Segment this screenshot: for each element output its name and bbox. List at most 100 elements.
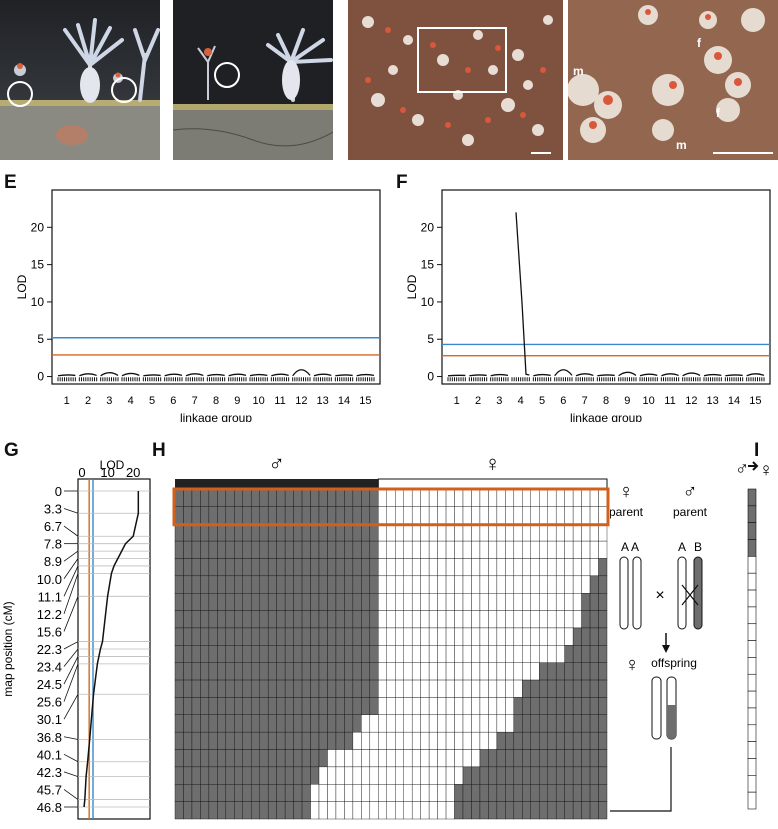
genotype-cell xyxy=(445,697,455,715)
x-axis-label: linkage group xyxy=(570,411,642,422)
genotype-cell xyxy=(310,731,320,750)
genotype-cell xyxy=(200,506,210,524)
genotype-cell xyxy=(411,697,421,715)
map-position-label: 42.3 xyxy=(37,765,62,780)
genotype-cell xyxy=(454,627,464,646)
genotype-cell xyxy=(276,540,286,559)
genotype-cell xyxy=(411,523,421,542)
genotype-cell xyxy=(174,784,184,802)
genotype-cell xyxy=(217,766,227,785)
marker-rug xyxy=(228,377,247,382)
genotype-cell xyxy=(200,523,210,542)
genotype-cell xyxy=(251,801,260,820)
genotype-cell xyxy=(284,540,294,559)
genotype-cell xyxy=(208,697,218,715)
genotype-cell xyxy=(513,540,523,559)
genotype-cell xyxy=(598,488,608,507)
genotype-cell xyxy=(454,593,464,611)
female-header-symbol: ♀ xyxy=(484,455,501,476)
genotype-cell xyxy=(471,662,481,681)
genotype-cell xyxy=(318,506,328,524)
genotype-cell xyxy=(378,575,387,594)
map-position-label: 8.9 xyxy=(44,554,62,569)
genotype-cell xyxy=(259,610,269,629)
genotype-cell xyxy=(428,523,438,542)
marker-rug xyxy=(746,377,765,382)
genotype-cell xyxy=(284,731,294,750)
genotype-cell xyxy=(344,506,354,524)
genotype-cell xyxy=(437,506,447,524)
panel-letter-f: F xyxy=(396,172,408,193)
genotype-cell xyxy=(293,731,303,750)
genotype-cell xyxy=(208,575,218,594)
genotype-cell xyxy=(445,645,455,663)
genotype-cell xyxy=(530,558,540,577)
mosaic-cell xyxy=(747,522,757,540)
genotype-cell xyxy=(420,714,430,733)
genotype-cell xyxy=(208,801,218,820)
mosaic-cell xyxy=(747,690,757,709)
genotype-cell xyxy=(225,749,235,768)
lod-curve xyxy=(164,373,183,377)
genotype-cell xyxy=(310,662,320,681)
map-position-label: 15.6 xyxy=(37,624,62,639)
genotype-cell xyxy=(462,506,472,524)
genotype-cell xyxy=(411,575,421,594)
genotype-cell xyxy=(234,558,243,577)
genotype-cell xyxy=(522,506,531,524)
genotype-cell xyxy=(352,801,362,820)
x-tick-label: 10 xyxy=(643,395,655,407)
genotype-cell xyxy=(471,731,481,750)
genotype-cell xyxy=(183,662,193,681)
genotype-cell xyxy=(598,645,608,663)
genotype-cell xyxy=(598,662,608,681)
genotype-cell xyxy=(183,714,193,733)
genotype-cell xyxy=(547,679,557,698)
genotype-cell xyxy=(200,801,210,820)
genotype-cell xyxy=(301,697,311,715)
genotype-cell xyxy=(522,749,531,768)
genotype-cell xyxy=(471,679,481,698)
genotype-cell xyxy=(301,679,311,698)
male-header-symbol: ♂ xyxy=(268,455,285,476)
cross-sign: × xyxy=(655,587,664,604)
genotype-cell xyxy=(437,645,447,663)
genotype-cell xyxy=(284,627,294,646)
genotype-cell xyxy=(378,558,387,577)
genotype-cell xyxy=(598,540,608,559)
genotype-cell xyxy=(301,523,311,542)
genotype-cell xyxy=(386,731,396,750)
genotype-cell xyxy=(530,749,540,768)
genotype-cell xyxy=(369,662,379,681)
genotype-cell xyxy=(539,714,548,733)
genotype-cell xyxy=(496,627,506,646)
lod-curve xyxy=(554,369,573,377)
genotype-cell xyxy=(598,766,608,785)
genotype-cell xyxy=(437,697,447,715)
genotype-cell xyxy=(276,610,286,629)
genotype-cell xyxy=(191,662,201,681)
genotype-cell xyxy=(369,488,379,507)
genotype-cell xyxy=(411,662,421,681)
genotype-cell xyxy=(437,610,447,629)
genotype-cell xyxy=(191,506,201,524)
photo-d-colony-detail xyxy=(568,0,778,160)
genotype-cell xyxy=(386,801,396,820)
genotype-cell xyxy=(301,662,311,681)
genotype-cell xyxy=(496,697,506,715)
position-connector xyxy=(63,789,79,800)
genotype-cell xyxy=(445,627,455,646)
genotype-cell xyxy=(318,662,328,681)
genotype-cell xyxy=(564,749,574,768)
genotype-cell xyxy=(411,488,421,507)
genotype-cell xyxy=(183,575,193,594)
genotype-cell xyxy=(462,784,472,802)
y-tick-label: 10 xyxy=(31,295,45,309)
marker-rug xyxy=(292,377,311,382)
genotype-cell xyxy=(589,593,599,611)
lod-curve xyxy=(703,373,722,377)
genotype-cell xyxy=(420,662,430,681)
genotype-cell xyxy=(369,714,379,733)
y-axis-label: LOD xyxy=(405,274,419,299)
genotype-cell xyxy=(318,627,328,646)
